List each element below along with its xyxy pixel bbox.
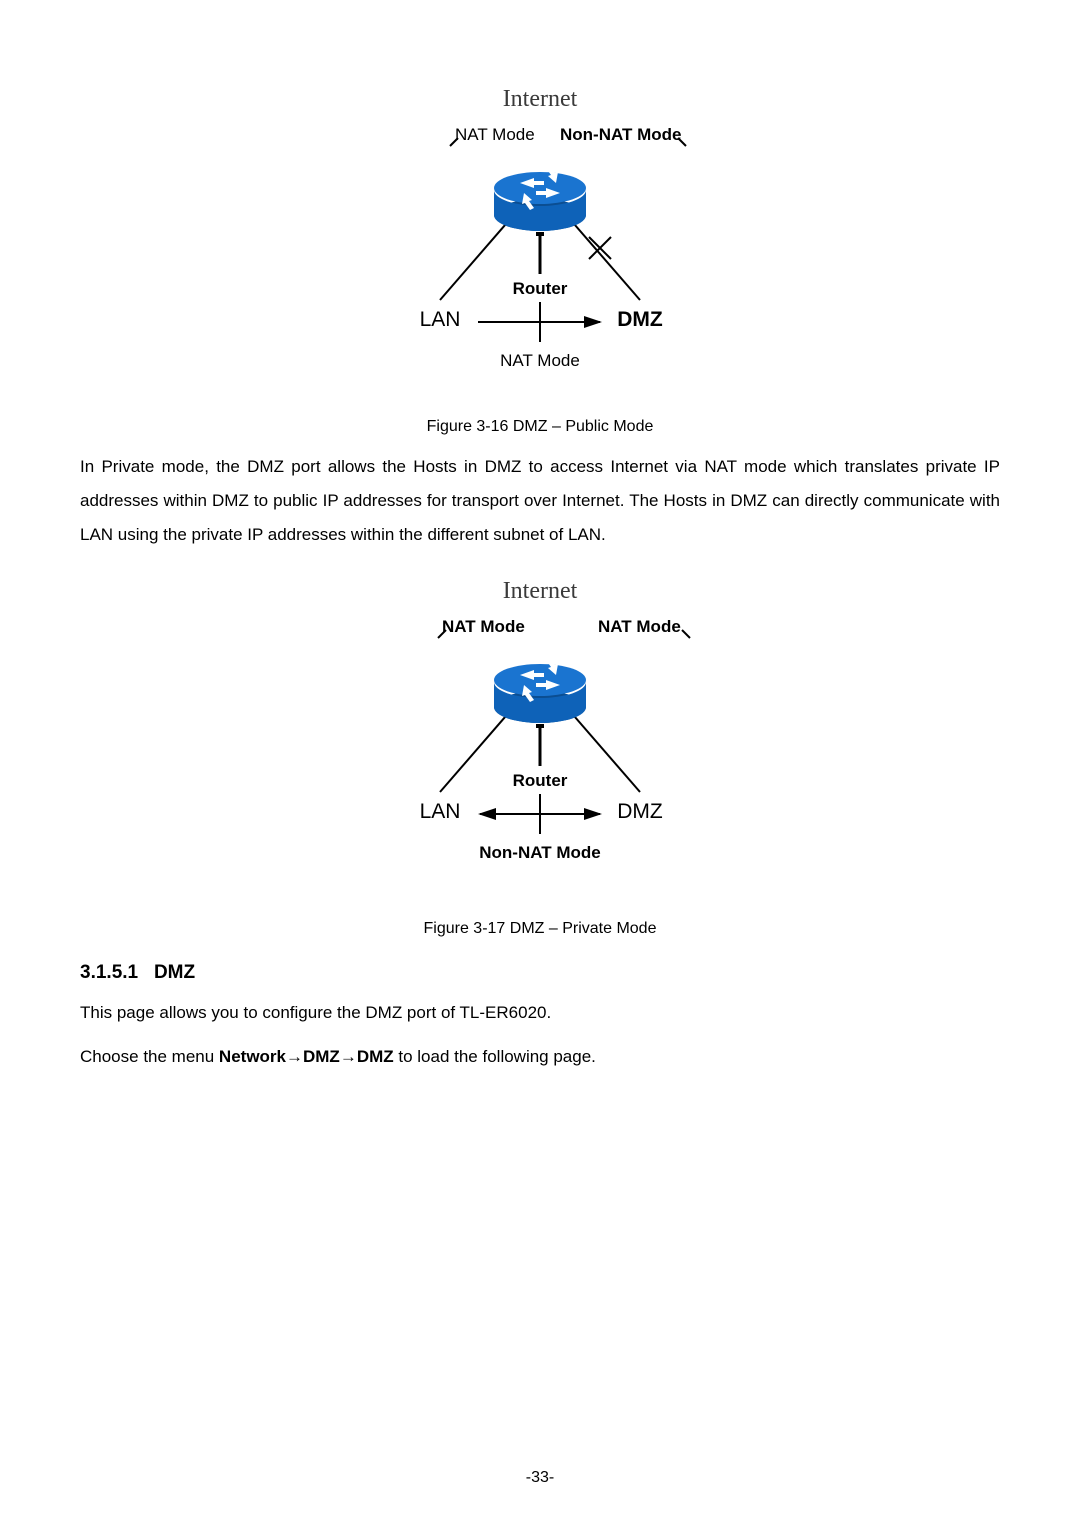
bottom-mode-label-2: Non-NAT Mode [479,843,601,862]
menu-path-bold: Network→DMZ→DMZ [219,1047,394,1066]
dmz-private-mode-svg: Internet NAT Mode NAT Mode [300,572,780,902]
router-label: Router [513,279,568,298]
internet-label: Internet [503,86,578,112]
lan-label-2: LAN [420,800,461,823]
router-icon [494,166,586,231]
router-icon-2 [494,658,586,723]
lan-label: LAN [420,308,461,331]
router-label-2: Router [513,771,568,790]
menu-path-line: Choose the menu Network→DMZ→DMZ to load … [80,1040,1000,1074]
config-intro-line: This page allows you to configure the DM… [80,996,1000,1030]
figure-3-17-diagram: Internet NAT Mode NAT Mode [80,572,1000,902]
bottom-mode-label: NAT Mode [500,351,580,370]
figure-3-16-diagram: Internet NAT Mode Non-NAT Mode [80,80,1000,400]
dmz-label-2: DMZ [617,800,663,823]
dmz-public-mode-svg: Internet NAT Mode Non-NAT Mode [300,80,780,400]
left-mode-label-2: NAT Mode [442,617,525,636]
page-number: -33- [0,1469,1080,1487]
section-title: DMZ [154,962,195,983]
right-mode-label-2: NAT Mode [598,617,681,636]
menu-prefix: Choose the menu [80,1047,219,1066]
internet-label-2: Internet [503,578,578,604]
figure-3-16-caption: Figure 3-16 DMZ – Public Mode [80,418,1000,436]
dmz-label: DMZ [617,308,663,331]
figure-3-17-caption: Figure 3-17 DMZ – Private Mode [80,920,1000,938]
section-number: 3.1.5.1 [80,962,138,983]
left-mode-label: NAT Mode [455,125,535,144]
menu-suffix: to load the following page. [394,1047,596,1066]
section-heading: 3.1.5.1 DMZ [80,962,1000,984]
document-page: Internet NAT Mode Non-NAT Mode [0,0,1080,1527]
private-mode-paragraph: In Private mode, the DMZ port allows the… [80,450,1000,552]
right-mode-label: Non-NAT Mode [560,125,682,144]
